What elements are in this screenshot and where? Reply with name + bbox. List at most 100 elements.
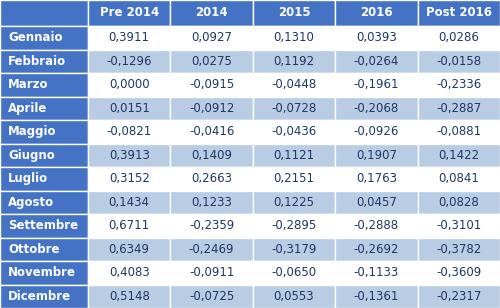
Text: -0,0881: -0,0881 (436, 125, 482, 138)
Text: 0,1434: 0,1434 (108, 196, 150, 209)
Text: 0,0841: 0,0841 (438, 172, 479, 185)
Bar (170, 0, 253, 26)
Bar (418, 120, 500, 144)
Bar (88, 26, 170, 50)
Text: Febbraio: Febbraio (8, 55, 66, 68)
Bar (88, 120, 170, 144)
Text: -0,0158: -0,0158 (436, 55, 482, 68)
Text: 0,0927: 0,0927 (191, 31, 232, 44)
Text: -0,1961: -0,1961 (354, 78, 399, 91)
Bar (335, 73, 417, 96)
Text: 2014: 2014 (196, 6, 228, 19)
Bar (88, 214, 170, 237)
Text: Novembre: Novembre (8, 266, 76, 279)
Bar (418, 73, 500, 96)
Text: 2016: 2016 (360, 6, 392, 19)
Bar (253, 191, 335, 214)
Bar (335, 167, 417, 191)
Text: Pre 2014: Pre 2014 (100, 6, 159, 19)
Text: 2015: 2015 (278, 6, 310, 19)
Bar (170, 261, 253, 285)
Bar (418, 26, 500, 50)
Bar (418, 191, 500, 214)
Text: Dicembre: Dicembre (8, 290, 71, 303)
Text: -0,3609: -0,3609 (436, 266, 482, 279)
Text: -0,0448: -0,0448 (272, 78, 316, 91)
Text: 0,1121: 0,1121 (274, 149, 314, 162)
Text: -0,1133: -0,1133 (354, 266, 399, 279)
Bar (88, 167, 170, 191)
Text: -0,0416: -0,0416 (189, 125, 234, 138)
Text: 0,0286: 0,0286 (438, 31, 479, 44)
Bar (253, 120, 335, 144)
Text: -0,0912: -0,0912 (189, 102, 234, 115)
Text: 0,0457: 0,0457 (356, 196, 397, 209)
Bar (88, 261, 170, 285)
Bar (88, 50, 170, 73)
Text: 0,6349: 0,6349 (108, 243, 150, 256)
Text: 0,2663: 0,2663 (191, 172, 232, 185)
Bar (335, 191, 417, 214)
Bar (335, 96, 417, 120)
Bar (88, 237, 170, 261)
Bar (0, 285, 88, 308)
Bar (253, 237, 335, 261)
Bar (335, 261, 417, 285)
Bar (170, 144, 253, 167)
Bar (335, 26, 417, 50)
Text: -0,0436: -0,0436 (272, 125, 316, 138)
Bar (335, 144, 417, 167)
Text: -0,0650: -0,0650 (272, 266, 316, 279)
Text: 0,1225: 0,1225 (274, 196, 314, 209)
Text: 0,1422: 0,1422 (438, 149, 480, 162)
Bar (170, 214, 253, 237)
Bar (253, 285, 335, 308)
Bar (170, 285, 253, 308)
Text: Giugno: Giugno (8, 149, 55, 162)
Bar (0, 73, 88, 96)
Text: 0,0828: 0,0828 (438, 196, 479, 209)
Text: Marzo: Marzo (8, 78, 48, 91)
Bar (253, 96, 335, 120)
Bar (418, 144, 500, 167)
Text: -0,0264: -0,0264 (354, 55, 399, 68)
Text: -0,1296: -0,1296 (106, 55, 152, 68)
Text: -0,0728: -0,0728 (272, 102, 316, 115)
Text: Maggio: Maggio (8, 125, 56, 138)
Bar (418, 285, 500, 308)
Text: 0,1233: 0,1233 (191, 196, 232, 209)
Bar (0, 50, 88, 73)
Text: 0,1763: 0,1763 (356, 172, 397, 185)
Text: 0,5148: 0,5148 (109, 290, 150, 303)
Text: 0,0393: 0,0393 (356, 31, 397, 44)
Text: -0,0926: -0,0926 (354, 125, 399, 138)
Text: -0,2336: -0,2336 (436, 78, 482, 91)
Text: -0,2692: -0,2692 (354, 243, 399, 256)
Bar (0, 237, 88, 261)
Bar (170, 73, 253, 96)
Bar (0, 120, 88, 144)
Text: -0,2469: -0,2469 (189, 243, 234, 256)
Bar (170, 191, 253, 214)
Bar (335, 120, 417, 144)
Text: -0,2888: -0,2888 (354, 219, 399, 232)
Bar (0, 191, 88, 214)
Text: -0,2895: -0,2895 (272, 219, 316, 232)
Text: 0,0000: 0,0000 (109, 78, 150, 91)
Text: -0,2359: -0,2359 (189, 219, 234, 232)
Bar (170, 50, 253, 73)
Text: 0,4083: 0,4083 (109, 266, 150, 279)
Text: -0,0911: -0,0911 (189, 266, 234, 279)
Bar (335, 50, 417, 73)
Text: 0,0553: 0,0553 (274, 290, 314, 303)
Bar (0, 26, 88, 50)
Bar (0, 214, 88, 237)
Text: Luglio: Luglio (8, 172, 48, 185)
Bar (170, 167, 253, 191)
Bar (0, 0, 88, 26)
Bar (0, 144, 88, 167)
Bar (253, 73, 335, 96)
Text: -0,2887: -0,2887 (436, 102, 482, 115)
Bar (253, 0, 335, 26)
Bar (170, 96, 253, 120)
